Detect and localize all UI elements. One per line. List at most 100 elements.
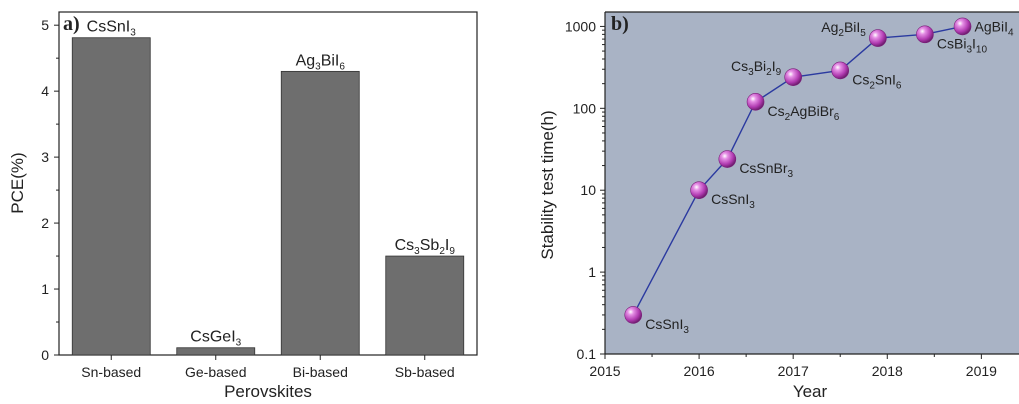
x-axis-label: Perovskites <box>224 382 312 401</box>
x-axis-ticks: 2015 2016 2017 2018 2019 <box>589 354 997 379</box>
point-label-part: Ag <box>821 19 838 35</box>
point-label-part: 3 <box>788 169 794 180</box>
panel-b-letter: b) <box>611 13 629 35</box>
point-label-part: CsSnI <box>711 191 749 207</box>
bar-annotation-part: 3 <box>315 61 321 72</box>
x-tick-label: 2016 <box>684 363 715 379</box>
x-tick-label: 2017 <box>778 363 809 379</box>
bar-annotation-part: 2 <box>439 246 445 257</box>
point-label-part: 5 <box>860 28 866 39</box>
y-tick-label: 3 <box>41 149 49 165</box>
data-point <box>953 17 972 36</box>
point-label-part: 2 <box>766 67 772 78</box>
y-tick-label: 1 <box>41 281 49 297</box>
point-label-part: 2 <box>869 80 875 91</box>
point-label: CsSnBr3 <box>739 160 793 180</box>
y-axis-ticks: 0.1 1 10 100 1000 <box>565 18 605 362</box>
bar <box>176 347 256 356</box>
data-point <box>624 306 643 324</box>
y-tick-label: 4 <box>41 83 49 99</box>
bar-annotation: Cs3Sb2I9 <box>395 237 456 257</box>
bar-annotation-part: 3 <box>236 338 242 349</box>
point-label-part: I <box>972 35 976 51</box>
bar-annotation-part: Sb <box>420 237 440 254</box>
bar-annotation-part: CsSnI <box>87 19 131 36</box>
y-tick-label: 10 <box>580 182 596 198</box>
x-tick-label: Sb-based <box>395 364 455 380</box>
point-label: CsSnI3 <box>645 316 689 336</box>
data-point <box>746 93 765 111</box>
point-label: CsBi3I10 <box>937 35 988 55</box>
panel-b-plot-background <box>605 12 1019 354</box>
data-point <box>718 150 737 168</box>
x-tick-label: 2019 <box>966 363 997 379</box>
bar-annotation-part: 3 <box>414 246 420 257</box>
panel-a-letter: a) <box>63 13 80 35</box>
point-label: Cs3Bi2I9 <box>731 58 782 78</box>
data-point <box>869 29 887 47</box>
data-point <box>916 25 934 44</box>
panel-a-plot-frame <box>58 11 478 356</box>
y-axis-label: Stability test time(h) <box>538 110 557 259</box>
x-tick-label: Bi-based <box>293 364 348 380</box>
point-label-part: 10 <box>976 44 988 55</box>
bar-annotation-part: BiI <box>321 52 340 69</box>
bar-annotation-part: 9 <box>449 246 455 257</box>
point-label: Cs2SnI6 <box>852 71 902 91</box>
bar-group <box>71 37 465 356</box>
bar-annotation: Ag3BiI6 <box>296 52 346 72</box>
point-label-part: 9 <box>776 67 782 78</box>
point-label: Cs2AgBiBr6 <box>768 103 840 123</box>
bar-annotation-part: I <box>445 237 449 254</box>
bar <box>71 37 151 356</box>
x-axis-label: Year <box>793 382 828 401</box>
bar-annotation-part: 6 <box>339 61 345 72</box>
point-label-part: 6 <box>834 112 840 123</box>
y-tick-label: 100 <box>573 100 597 116</box>
bar-annotation: CsSnI3 <box>87 19 137 39</box>
point-label-part: Bi <box>754 58 766 74</box>
point-label-part: 3 <box>749 200 755 211</box>
y-tick-label: 1000 <box>565 18 596 34</box>
point-label-part: 2 <box>838 28 844 39</box>
point-label: Ag2BiI5 <box>821 19 866 39</box>
bar-annotation: CsGeI3 <box>190 329 241 349</box>
bar-annotation-part: CsGeI <box>190 329 235 346</box>
point-label-part: AgBiBr <box>790 103 834 119</box>
y-tick-label: 2 <box>41 215 49 231</box>
point-label-part: 4 <box>1008 27 1014 38</box>
point-label-part: 6 <box>896 80 902 91</box>
point-label-part: Cs <box>768 103 785 119</box>
point-label-part: AgBiI <box>975 18 1008 34</box>
bar-annotation-part: 3 <box>130 28 136 39</box>
point-label-part: 3 <box>748 67 754 78</box>
point-label-part: Cs <box>852 71 869 87</box>
bar <box>280 70 360 356</box>
bar-annotation-part: Cs <box>395 237 415 254</box>
panel-a: a) 0 1 2 3 4 5 Sn-based Ge-based Bi-based Sb-bas… <box>8 11 478 401</box>
x-tick-label: Sn-based <box>81 364 141 380</box>
data-point <box>784 68 802 86</box>
point-label-part: BiI <box>844 19 860 35</box>
panel-b: b) 0.1 1 10 100 1000 2015 2016 2017 2018 2019 Cs… <box>538 11 1019 401</box>
y-tick-label: 1 <box>588 264 596 280</box>
x-tick-label: Ge-based <box>185 364 246 380</box>
bar-annotation-part: Ag <box>296 52 316 69</box>
point-label-part: 3 <box>683 325 689 336</box>
y-tick-label: 0.1 <box>577 346 597 362</box>
data-point <box>690 181 708 200</box>
point-label: AgBiI4 <box>975 18 1014 38</box>
y-axis-ticks: 0 1 2 3 4 5 <box>41 17 59 363</box>
y-tick-label: 5 <box>41 17 49 33</box>
point-label-part: 2 <box>785 112 791 123</box>
point-label-part: SnI <box>875 71 896 87</box>
point-label-part: CsSnBr <box>739 160 788 176</box>
point-label-part: CsBi <box>937 35 967 51</box>
x-tick-label: 2018 <box>872 363 903 379</box>
bar <box>385 255 465 356</box>
y-tick-label: 0 <box>41 347 49 363</box>
point-label: CsSnI3 <box>711 191 755 211</box>
